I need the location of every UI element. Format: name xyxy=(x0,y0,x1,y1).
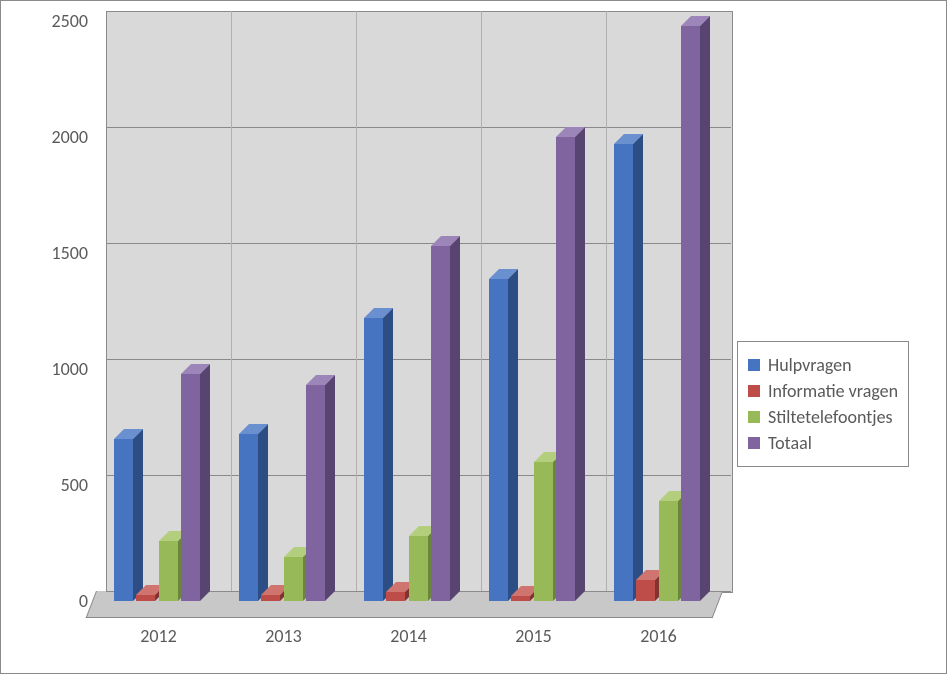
plot-area: 0500100015002000250020122013201420152016 xyxy=(96,21,721,601)
gridline xyxy=(106,127,731,128)
chart-frame: 0500100015002000250020122013201420152016… xyxy=(0,0,947,674)
legend-label: Hulpvragen xyxy=(768,354,852,376)
bar xyxy=(239,434,258,601)
y-tick-label: 2000 xyxy=(52,126,97,148)
category-divider xyxy=(356,11,357,591)
category-divider xyxy=(231,11,232,591)
legend-swatch xyxy=(748,359,760,371)
bar xyxy=(181,374,200,601)
y-tick-label: 500 xyxy=(61,474,96,496)
y-tick-label: 1000 xyxy=(52,358,97,380)
bar xyxy=(261,595,280,601)
legend-label: Stiltetelefoontjes xyxy=(768,406,893,428)
bar xyxy=(386,592,405,601)
bar xyxy=(114,439,133,601)
gridline xyxy=(106,11,731,12)
bar xyxy=(409,536,428,601)
legend: Hulpvragen Informatie vragen Stiltetelefoo… xyxy=(737,341,909,467)
y-tick-label: 0 xyxy=(79,590,96,612)
x-tick-label: 2013 xyxy=(265,617,302,647)
bar xyxy=(636,580,655,601)
bar xyxy=(306,385,325,601)
legend-swatch xyxy=(748,437,760,449)
category-divider xyxy=(606,11,607,591)
legend-item: Hulpvragen xyxy=(748,354,898,376)
category-divider xyxy=(481,11,482,591)
bar xyxy=(284,557,303,601)
bar xyxy=(364,318,383,601)
legend-swatch xyxy=(748,411,760,423)
legend-label: Informatie vragen xyxy=(768,380,898,402)
bar xyxy=(511,596,530,601)
legend-item: Totaal xyxy=(748,432,898,454)
bar xyxy=(534,462,553,601)
x-tick-label: 2016 xyxy=(640,617,677,647)
legend-swatch xyxy=(748,385,760,397)
bar xyxy=(614,144,633,601)
bar xyxy=(489,279,508,601)
x-tick-label: 2014 xyxy=(390,617,427,647)
legend-item: Informatie vragen xyxy=(748,380,898,402)
x-tick-label: 2015 xyxy=(515,617,552,647)
bar xyxy=(681,26,700,601)
x-tick-label: 2012 xyxy=(140,617,177,647)
bar xyxy=(136,595,155,601)
bar xyxy=(659,501,678,601)
legend-item: Stiltetelefoontjes xyxy=(748,406,898,428)
bar xyxy=(556,137,575,601)
y-tick-label: 1500 xyxy=(52,242,97,264)
y-tick-label: 2500 xyxy=(52,10,97,32)
bar xyxy=(159,541,178,601)
bar xyxy=(431,246,450,601)
legend-label: Totaal xyxy=(768,432,812,454)
